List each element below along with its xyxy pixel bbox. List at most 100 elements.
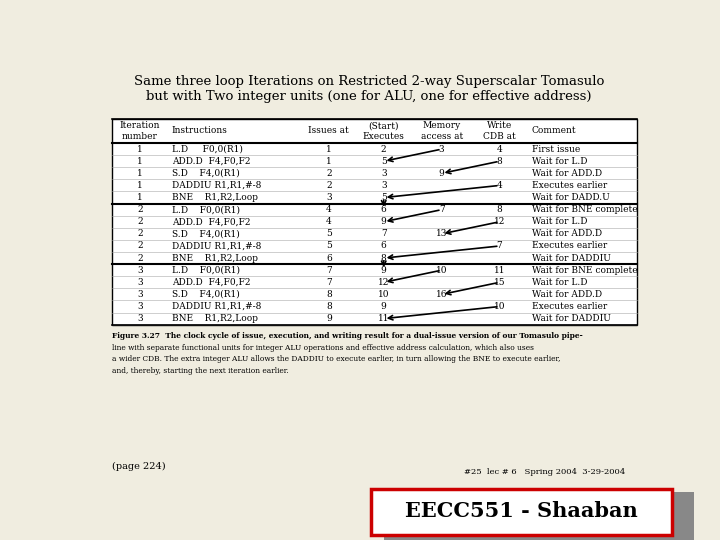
Text: (Start)
Executes: (Start) Executes [363, 122, 405, 140]
Text: 2: 2 [137, 217, 143, 226]
Text: 2: 2 [137, 241, 143, 251]
Text: 8: 8 [497, 157, 503, 166]
Text: Wait for DADDIU: Wait for DADDIU [531, 254, 611, 262]
Text: 10: 10 [436, 266, 447, 275]
Text: 12: 12 [494, 217, 505, 226]
Text: 3: 3 [137, 302, 143, 311]
Text: 2: 2 [137, 254, 143, 262]
Text: 8: 8 [326, 302, 332, 311]
Text: First issue: First issue [531, 145, 580, 153]
Text: S.D    F4,0(R1): S.D F4,0(R1) [171, 230, 240, 238]
Text: 12: 12 [378, 278, 390, 287]
Text: Executes earlier: Executes earlier [531, 302, 607, 311]
Text: 9: 9 [381, 217, 387, 226]
Text: DADDIU R1,R1,#-8: DADDIU R1,R1,#-8 [171, 181, 261, 190]
Text: BNE    R1,R2,Loop: BNE R1,R2,Loop [171, 193, 258, 202]
Text: 5: 5 [381, 193, 387, 202]
Text: 15: 15 [494, 278, 505, 287]
Text: Issues at: Issues at [308, 126, 349, 136]
Text: Wait for ADD.D: Wait for ADD.D [531, 290, 602, 299]
Text: 1: 1 [326, 157, 332, 166]
Text: 9: 9 [381, 266, 387, 275]
Text: DADDIU R1,R1,#-8: DADDIU R1,R1,#-8 [171, 241, 261, 251]
Text: #25  lec # 6   Spring 2004  3-29-2004: #25 lec # 6 Spring 2004 3-29-2004 [464, 468, 626, 476]
Text: Figure 3.27  The clock cycle of issue, execution, and writing result for a dual-: Figure 3.27 The clock cycle of issue, ex… [112, 332, 583, 340]
Text: line with separate functional units for integer ALU operations and effective add: line with separate functional units for … [112, 344, 534, 352]
Text: Executes earlier: Executes earlier [531, 241, 607, 251]
Text: 3: 3 [381, 181, 387, 190]
Text: 4: 4 [326, 205, 332, 214]
Text: ADD.D  F4,F0,F2: ADD.D F4,F0,F2 [171, 217, 250, 226]
Text: Memory
access at: Memory access at [420, 122, 463, 140]
Text: 4: 4 [497, 145, 503, 153]
Text: 8: 8 [497, 205, 503, 214]
Text: Wait for BNE complete: Wait for BNE complete [531, 205, 637, 214]
Text: L.D     F0,0(R1): L.D F0,0(R1) [171, 145, 243, 153]
Text: 7: 7 [497, 241, 503, 251]
Text: 2: 2 [137, 205, 143, 214]
Text: Wait for ADD.D: Wait for ADD.D [531, 169, 602, 178]
Text: Iteration
number: Iteration number [120, 122, 160, 140]
Text: Wait for L.D: Wait for L.D [531, 217, 587, 226]
Text: 1: 1 [137, 181, 143, 190]
Text: 6: 6 [381, 205, 387, 214]
Text: 11: 11 [494, 266, 505, 275]
Text: a wider CDB. The extra integer ALU allows the DADDIU to execute earlier, in turn: a wider CDB. The extra integer ALU allow… [112, 355, 561, 363]
Text: EECC551 - Shaaban: EECC551 - Shaaban [405, 501, 638, 521]
Text: 3: 3 [381, 169, 387, 178]
Text: 2: 2 [381, 145, 387, 153]
Text: Wait for DADDIU: Wait for DADDIU [531, 314, 611, 323]
Text: L.D    F0,0(R1): L.D F0,0(R1) [171, 266, 240, 275]
Text: 11: 11 [378, 314, 390, 323]
Text: S.D    F4,0(R1): S.D F4,0(R1) [171, 169, 240, 178]
Text: 2: 2 [326, 169, 332, 178]
Text: Wait for ADD.D: Wait for ADD.D [531, 230, 602, 238]
Text: 1: 1 [137, 145, 143, 153]
Text: Write
CDB at: Write CDB at [483, 122, 516, 140]
Text: 9: 9 [326, 314, 332, 323]
Text: BNE    R1,R2,Loop: BNE R1,R2,Loop [171, 314, 258, 323]
Text: and, thereby, starting the next iteration earlier.: and, thereby, starting the next iteratio… [112, 367, 289, 375]
Text: 10: 10 [494, 302, 505, 311]
Text: 3: 3 [439, 145, 444, 153]
FancyBboxPatch shape [112, 119, 637, 325]
Text: 8: 8 [381, 254, 387, 262]
Text: L.D    F0,0(R1): L.D F0,0(R1) [171, 205, 240, 214]
Text: S.D    F4,0(R1): S.D F4,0(R1) [171, 290, 240, 299]
Text: 1: 1 [137, 169, 143, 178]
Text: 1: 1 [137, 157, 143, 166]
Text: 16: 16 [436, 290, 447, 299]
Text: but with Two integer units (one for ALU, one for effective address): but with Two integer units (one for ALU,… [146, 90, 592, 103]
Text: 13: 13 [436, 230, 447, 238]
Text: Wait for BNE complete: Wait for BNE complete [531, 266, 637, 275]
FancyBboxPatch shape [372, 489, 672, 535]
Text: 5: 5 [326, 241, 332, 251]
Text: 1: 1 [326, 145, 332, 153]
Text: 9: 9 [381, 302, 387, 311]
Text: 4: 4 [326, 217, 332, 226]
Text: 5: 5 [326, 230, 332, 238]
Text: ADD.D  F4,F0,F2: ADD.D F4,F0,F2 [171, 278, 250, 287]
Text: 7: 7 [438, 205, 444, 214]
Text: 3: 3 [137, 314, 143, 323]
Text: 10: 10 [378, 290, 390, 299]
Text: 8: 8 [326, 290, 332, 299]
Text: 6: 6 [326, 254, 332, 262]
Text: Comment: Comment [531, 126, 576, 136]
Text: 9: 9 [438, 169, 444, 178]
Text: DADDIU R1,R1,#-8: DADDIU R1,R1,#-8 [171, 302, 261, 311]
FancyBboxPatch shape [384, 492, 694, 540]
Text: ADD.D  F4,F0,F2: ADD.D F4,F0,F2 [171, 157, 250, 166]
Text: 1: 1 [137, 193, 143, 202]
Text: 7: 7 [381, 230, 387, 238]
Text: 5: 5 [381, 157, 387, 166]
Text: Wait for L.D: Wait for L.D [531, 157, 587, 166]
Text: Wait for L.D: Wait for L.D [531, 278, 587, 287]
Text: Wait for DADD.U: Wait for DADD.U [531, 193, 609, 202]
Text: 2: 2 [137, 230, 143, 238]
Text: 3: 3 [326, 193, 332, 202]
Text: (page 224): (page 224) [112, 462, 166, 471]
Text: Executes earlier: Executes earlier [531, 181, 607, 190]
Text: 6: 6 [381, 241, 387, 251]
Text: 3: 3 [137, 290, 143, 299]
